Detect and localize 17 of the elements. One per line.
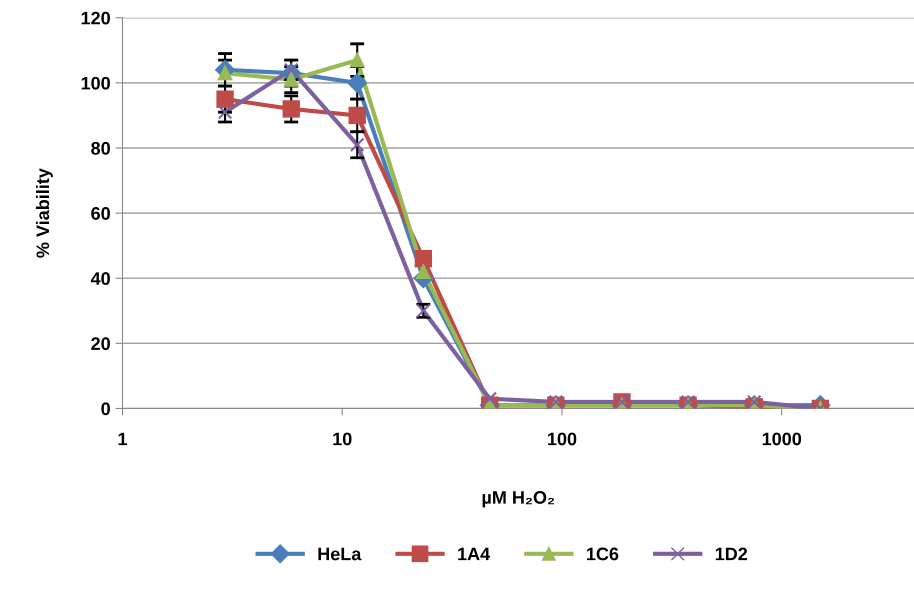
legend-label: 1C6 [586, 548, 618, 560]
y-axis-title: % Viability [36, 168, 53, 258]
x-tick-label: 100 [548, 432, 576, 446]
y-tick-label: 40 [90, 272, 110, 285]
x-tick-label: 1 [118, 432, 127, 446]
y-tick-label: 120 [82, 12, 110, 24]
legend-label: 1D2 [716, 548, 748, 560]
y-tick-label: 80 [91, 142, 110, 155]
y-tick-label: 20 [91, 337, 110, 350]
legend-label: 1A4 [458, 548, 490, 560]
legend-label: HeLa [318, 548, 362, 560]
y-tick-label: 0 [101, 402, 110, 416]
x-tick-label: 1000 [762, 432, 802, 446]
x-axis-title: µM H₂O₂ [482, 491, 554, 508]
y-tick-label: 60 [91, 207, 110, 220]
y-tick-label: 100 [82, 76, 110, 90]
x-tick-label: 10 [333, 432, 352, 446]
